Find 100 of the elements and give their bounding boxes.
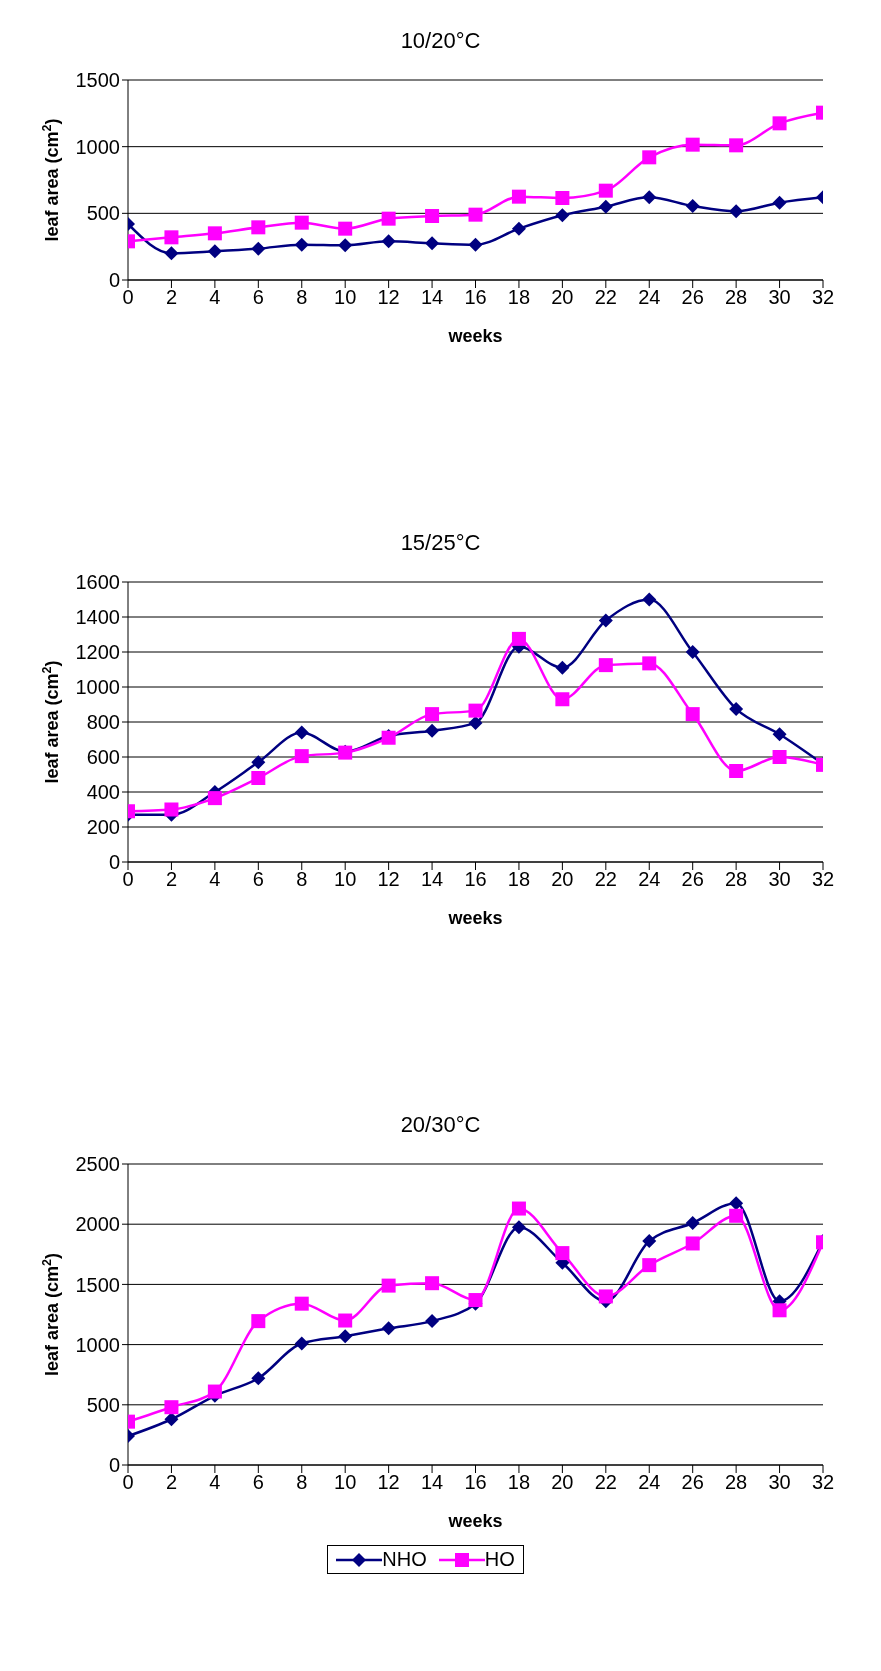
y-tick-label: 1000 <box>75 135 120 158</box>
point <box>511 221 526 236</box>
point <box>338 221 353 236</box>
x-tick-label: 18 <box>507 1471 531 1494</box>
legend-label: HO <box>484 1548 515 1571</box>
x-tick-label: 6 <box>252 1471 264 1494</box>
y-tick-label: 1000 <box>75 676 120 699</box>
point <box>468 703 483 718</box>
point <box>338 1329 353 1344</box>
point <box>294 215 309 230</box>
x-tick-label: 8 <box>296 868 308 891</box>
x-tick-label: 24 <box>638 1471 661 1494</box>
x-tick-label: 14 <box>420 868 444 891</box>
x-tick-label: 32 <box>811 1471 835 1494</box>
point <box>772 195 787 210</box>
point <box>729 1208 744 1223</box>
point <box>338 238 353 253</box>
y-tick-label: 1200 <box>75 641 120 664</box>
point <box>381 211 396 226</box>
x-tick-label: 30 <box>768 286 791 309</box>
point <box>207 1384 222 1399</box>
x-tick-label: 22 <box>594 1471 617 1494</box>
x-tick-label: 2 <box>165 286 177 309</box>
point <box>294 1296 309 1311</box>
point <box>207 791 222 806</box>
point <box>642 1234 657 1249</box>
x-tick-label: 26 <box>681 1471 704 1494</box>
point <box>511 1201 526 1216</box>
x-tick-label: 16 <box>464 286 487 309</box>
point <box>685 1216 700 1230</box>
point <box>251 1314 266 1329</box>
point <box>338 1313 353 1328</box>
y-tick-label: 500 <box>86 202 120 225</box>
point <box>772 1303 787 1318</box>
point <box>251 220 266 235</box>
x-tick-label: 22 <box>594 868 617 891</box>
point <box>164 230 179 245</box>
point <box>729 138 744 153</box>
point <box>642 656 657 671</box>
y-tick-label: 0 <box>108 851 120 874</box>
x-tick-label: 16 <box>464 1471 487 1494</box>
y-tick-label: 1400 <box>75 606 120 629</box>
point <box>555 191 570 205</box>
x-tick-label: 28 <box>725 1471 748 1494</box>
y-tick-label: 600 <box>86 746 120 769</box>
point <box>729 204 744 219</box>
point <box>598 183 613 198</box>
point <box>772 750 787 764</box>
point <box>555 208 570 223</box>
x-tick-label: 16 <box>464 868 487 891</box>
x-tick-label: 28 <box>725 868 748 891</box>
x-tick-label: 0 <box>122 1471 134 1494</box>
point <box>729 764 744 778</box>
point <box>598 658 613 673</box>
point <box>294 237 309 252</box>
x-tick-label: 26 <box>681 868 704 891</box>
point <box>555 1246 570 1261</box>
chart-title: 15/25°C <box>399 529 482 557</box>
point <box>251 1371 266 1386</box>
x-axis-title: weeks <box>447 908 503 928</box>
point <box>598 1289 613 1304</box>
point <box>685 707 700 722</box>
point <box>381 1321 396 1336</box>
point <box>294 1336 309 1351</box>
point <box>164 1400 179 1415</box>
point <box>381 234 396 249</box>
point <box>772 727 787 742</box>
point <box>555 692 570 707</box>
x-axis-title: weeks <box>447 326 503 346</box>
x-tick-label: 26 <box>681 286 704 309</box>
x-tick-label: 10 <box>334 286 357 309</box>
point <box>511 189 526 204</box>
point <box>685 645 700 659</box>
point <box>207 226 222 241</box>
y-tick-label: 1600 <box>75 571 120 594</box>
point <box>425 209 440 223</box>
chart-title: 10/20°C <box>399 27 482 55</box>
point <box>468 237 483 252</box>
x-tick-label: 30 <box>768 868 791 891</box>
point <box>685 137 700 152</box>
point <box>425 236 440 251</box>
x-tick-label: 0 <box>122 286 134 309</box>
point <box>425 1276 440 1291</box>
point <box>207 244 222 259</box>
x-tick-label: 22 <box>594 286 617 309</box>
point <box>729 1196 744 1211</box>
y-tick-label: 2000 <box>75 1213 120 1236</box>
x-tick-label: 32 <box>811 286 835 309</box>
y-tick-label: 400 <box>86 781 120 804</box>
x-tick-label: 6 <box>252 286 264 309</box>
x-tick-label: 6 <box>252 868 264 891</box>
x-tick-label: 4 <box>209 868 221 891</box>
point <box>425 707 440 722</box>
x-tick-label: 0 <box>122 868 134 891</box>
point <box>729 701 744 716</box>
y-tick-label: 0 <box>108 1454 120 1477</box>
x-tick-label: 12 <box>377 286 400 309</box>
point <box>468 715 483 730</box>
x-tick-label: 2 <box>165 868 177 891</box>
x-tick-label: 12 <box>377 868 400 891</box>
